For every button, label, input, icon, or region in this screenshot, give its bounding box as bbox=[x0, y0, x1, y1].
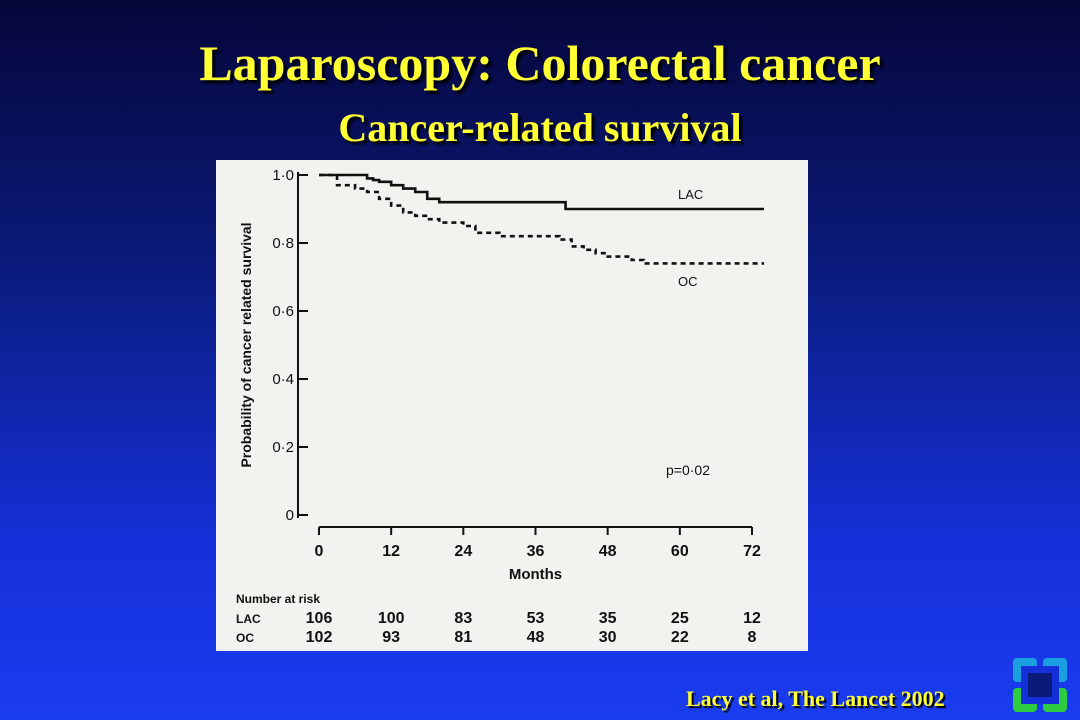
risk-table-cell: 100 bbox=[378, 610, 405, 627]
risk-table-cell: 102 bbox=[306, 629, 333, 646]
p-value-annotation: p=0·02 bbox=[666, 462, 710, 478]
slide-title: Laparoscopy: Colorectal cancer bbox=[199, 35, 881, 91]
x-tick-label: 36 bbox=[527, 543, 545, 560]
risk-table-cell: 22 bbox=[671, 629, 689, 646]
y-tick-label: 0·6 bbox=[272, 303, 294, 320]
risk-table-cell: 81 bbox=[454, 629, 472, 646]
risk-table-cell: 93 bbox=[382, 629, 400, 646]
series-line-lac bbox=[319, 173, 765, 211]
x-tick-label: 60 bbox=[671, 543, 689, 560]
risk-table-cell: 25 bbox=[671, 610, 689, 627]
risk-table-cell: 30 bbox=[599, 629, 617, 646]
series-label-lac: LAC bbox=[678, 187, 703, 202]
survival-chart: 0 0·2 0·4 0·6 0·8 1·0 Probability of cancer re… bbox=[236, 167, 765, 646]
slide-subtitle: Cancer-related survival bbox=[338, 105, 742, 150]
risk-table-header: Number at risk bbox=[236, 592, 320, 606]
y-tick-label: 0·8 bbox=[272, 235, 294, 252]
y-axis-label: Probability of cancer related survival bbox=[238, 222, 254, 467]
risk-table-cell: 53 bbox=[527, 610, 545, 627]
x-tick-label: 48 bbox=[599, 543, 617, 560]
series-line-oc bbox=[319, 173, 765, 265]
x-axis-label: Months bbox=[509, 566, 562, 583]
risk-table-cell: 12 bbox=[743, 610, 761, 627]
y-tick-label: 0·4 bbox=[272, 371, 294, 388]
y-tick-label: 0·2 bbox=[272, 439, 294, 456]
series-label-oc: OC bbox=[678, 274, 698, 289]
cleveland-clinic-logo-icon bbox=[1010, 655, 1070, 715]
x-tick-label: 24 bbox=[454, 543, 472, 560]
x-tick-label: 72 bbox=[743, 543, 761, 560]
x-tick-label: 12 bbox=[382, 543, 400, 560]
risk-table-cell: 83 bbox=[454, 610, 472, 627]
risk-table-cell: 35 bbox=[599, 610, 617, 627]
risk-table-cell: 8 bbox=[748, 629, 757, 646]
citation: Lacy et al, The Lancet 2002 bbox=[686, 686, 945, 711]
risk-row-label: OC bbox=[236, 631, 254, 645]
x-tick-label: 0 bbox=[315, 543, 324, 560]
risk-table-cell: 48 bbox=[527, 629, 545, 646]
risk-table-cell: 106 bbox=[306, 610, 333, 627]
y-tick-label: 1·0 bbox=[272, 167, 294, 184]
survival-figure: 0 0·2 0·4 0·6 0·8 1·0 Probability of cancer re… bbox=[216, 160, 808, 651]
risk-row-label: LAC bbox=[236, 612, 261, 626]
y-tick-label: 0 bbox=[286, 507, 294, 524]
